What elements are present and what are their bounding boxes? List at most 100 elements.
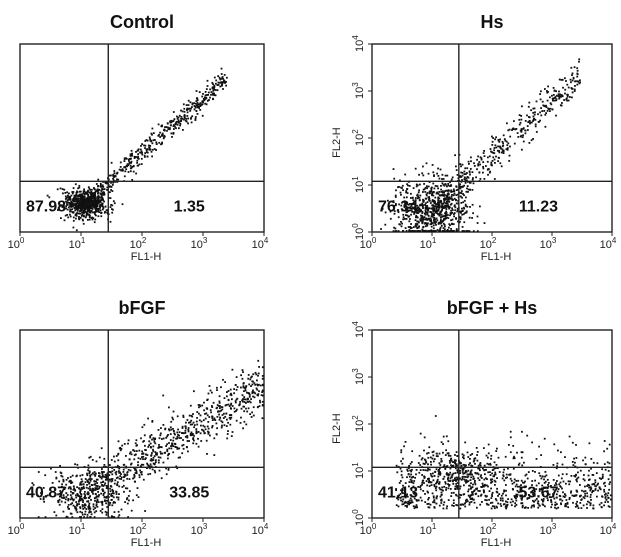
- scatter-point: [428, 200, 431, 202]
- scatter-point: [183, 107, 186, 110]
- scatter-point: [113, 469, 116, 471]
- scatter-point: [128, 158, 131, 160]
- scatter-point: [421, 210, 424, 213]
- scatter-point: [511, 482, 514, 485]
- scatter-point: [427, 456, 430, 459]
- scatter-point: [575, 502, 578, 505]
- scatter-point: [102, 475, 105, 478]
- scatter-point: [519, 121, 522, 124]
- scatter-point: [254, 392, 257, 395]
- y-tick-label: 100: [351, 223, 366, 240]
- scatter-point: [465, 471, 468, 473]
- scatter-point: [406, 470, 409, 472]
- scatter-point: [395, 488, 397, 490]
- scatter-point: [402, 484, 404, 487]
- scatter-point: [415, 216, 417, 219]
- scatter-point: [509, 430, 512, 433]
- scatter-point: [408, 465, 411, 468]
- scatter-point: [77, 200, 80, 203]
- scatter-point: [120, 473, 122, 475]
- scatter-point: [480, 494, 482, 497]
- scatter-point: [110, 204, 112, 206]
- scatter-point: [439, 467, 441, 470]
- scatter-point: [538, 472, 541, 475]
- scatter-point: [247, 407, 250, 410]
- scatter-point: [247, 374, 250, 376]
- scatter-point: [207, 431, 210, 434]
- scatter-point: [110, 485, 113, 488]
- scatter-point: [502, 471, 505, 474]
- scatter-point: [423, 477, 426, 479]
- scatter-point: [468, 503, 471, 506]
- scatter-point: [75, 212, 78, 215]
- scatter-point: [520, 115, 523, 117]
- scatter-point: [609, 494, 612, 497]
- scatter-point: [445, 435, 448, 438]
- scatter-point: [553, 484, 556, 487]
- scatter-point: [419, 204, 421, 207]
- scatter-point: [530, 506, 533, 509]
- scatter-point: [173, 118, 176, 120]
- scatter-point: [518, 114, 521, 116]
- scatter-point: [574, 85, 576, 87]
- scatter-point: [426, 205, 429, 207]
- scatter-point: [227, 390, 230, 392]
- scatter-point: [495, 155, 497, 158]
- scatter-point: [588, 478, 591, 481]
- scatter-point: [540, 498, 543, 501]
- scatter-point: [130, 463, 132, 466]
- scatter-point: [573, 66, 576, 69]
- scatter-point: [605, 498, 608, 501]
- scatter-point: [192, 437, 195, 439]
- scatter-point: [592, 490, 595, 492]
- scatter-point: [62, 479, 65, 482]
- scatter-point: [172, 451, 175, 454]
- scatter-point: [435, 230, 437, 232]
- scatter-point: [66, 191, 68, 194]
- scatter-point: [418, 173, 420, 176]
- scatter-point: [433, 202, 436, 205]
- scatter-point: [546, 478, 549, 481]
- scatter-point: [491, 491, 494, 494]
- scatter-point: [460, 176, 463, 178]
- scatter-point: [575, 444, 577, 446]
- scatter-point: [190, 116, 193, 119]
- scatter-point: [127, 442, 129, 445]
- scatter-point: [606, 494, 609, 497]
- scatter-point: [77, 206, 80, 209]
- scatter-point: [449, 203, 452, 206]
- scatter-point: [113, 501, 115, 503]
- scatter-point: [532, 111, 535, 114]
- scatter-point: [103, 484, 106, 486]
- scatter-point: [485, 165, 487, 167]
- scatter-point: [175, 123, 177, 125]
- scatter-point: [446, 196, 449, 199]
- scatter-point: [449, 461, 451, 464]
- scatter-point: [533, 113, 536, 116]
- scatter-point: [437, 475, 440, 478]
- scatter-point: [161, 438, 163, 440]
- scatter-point: [401, 462, 404, 465]
- scatter-point: [425, 194, 428, 197]
- scatter-point: [514, 502, 517, 505]
- scatter-point: [576, 67, 579, 70]
- scatter-point: [261, 389, 264, 392]
- scatter-point: [135, 472, 138, 475]
- scatter-point: [515, 499, 518, 502]
- scatter-point: [586, 492, 588, 495]
- x-tick-label: 104: [252, 522, 269, 537]
- scatter-point: [94, 213, 96, 216]
- scatter-point: [491, 505, 494, 508]
- scatter-point: [79, 516, 82, 518]
- scatter-point: [66, 202, 68, 204]
- scatter-point: [549, 96, 551, 99]
- scatter-point: [105, 487, 108, 489]
- scatter-point: [483, 478, 486, 481]
- scatter-point: [427, 468, 430, 471]
- scatter-point: [556, 462, 559, 465]
- scatter-point: [466, 473, 469, 476]
- scatter-point: [447, 473, 450, 475]
- scatter-point: [198, 103, 201, 106]
- scatter-point: [477, 477, 480, 480]
- scatter-point: [415, 225, 417, 228]
